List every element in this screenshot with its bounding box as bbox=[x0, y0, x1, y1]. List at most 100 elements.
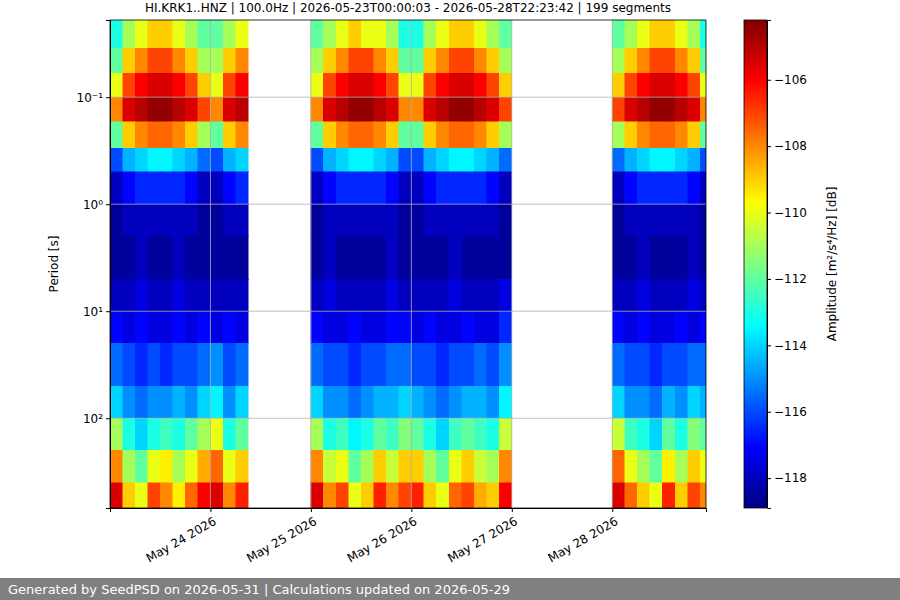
x-tick-mark bbox=[612, 508, 613, 512]
cell bbox=[487, 279, 500, 311]
cell bbox=[323, 483, 336, 508]
cell bbox=[449, 122, 462, 148]
cell bbox=[700, 236, 706, 279]
colorbar-tick-mark bbox=[767, 345, 771, 346]
colorbar-tick-mark bbox=[767, 478, 771, 479]
cell bbox=[323, 97, 336, 122]
cell bbox=[173, 343, 186, 386]
cell bbox=[424, 73, 437, 97]
cell bbox=[148, 148, 161, 172]
cell bbox=[110, 148, 123, 172]
grid-line bbox=[511, 20, 512, 508]
cell bbox=[336, 236, 349, 279]
colorbar-tick-label: −106 bbox=[774, 73, 807, 87]
cell bbox=[236, 73, 249, 97]
cell bbox=[436, 279, 449, 311]
cell bbox=[424, 236, 437, 279]
cell bbox=[386, 73, 399, 97]
cell bbox=[449, 343, 462, 386]
cell bbox=[449, 97, 462, 122]
cell bbox=[688, 122, 701, 148]
cell bbox=[436, 20, 449, 48]
x-tick: May 26 2026 bbox=[345, 508, 420, 565]
cell bbox=[449, 204, 462, 236]
cell bbox=[625, 148, 638, 172]
cell bbox=[662, 122, 675, 148]
cell bbox=[185, 343, 198, 386]
cell bbox=[110, 311, 123, 343]
cell bbox=[110, 386, 123, 418]
colorbar-tick: −110 bbox=[767, 206, 807, 220]
cell bbox=[662, 311, 675, 343]
cell bbox=[135, 386, 148, 418]
cell bbox=[148, 172, 161, 204]
cell bbox=[499, 172, 512, 204]
cell bbox=[462, 483, 475, 508]
cell bbox=[236, 311, 249, 343]
cell bbox=[650, 97, 663, 122]
cell bbox=[148, 73, 161, 97]
cell bbox=[123, 122, 136, 148]
cell bbox=[487, 483, 500, 508]
cell bbox=[236, 418, 249, 450]
cell bbox=[198, 73, 211, 97]
cell bbox=[135, 483, 148, 508]
cell bbox=[399, 418, 412, 450]
cell bbox=[700, 450, 706, 482]
cell bbox=[436, 418, 449, 450]
cell bbox=[135, 20, 148, 48]
cell bbox=[185, 236, 198, 279]
cell bbox=[487, 148, 500, 172]
cell bbox=[625, 311, 638, 343]
cell bbox=[700, 73, 706, 97]
cell bbox=[123, 450, 136, 482]
cell bbox=[462, 122, 475, 148]
cell bbox=[185, 386, 198, 418]
cell bbox=[160, 97, 173, 122]
y-tick-label: 10² bbox=[83, 412, 103, 426]
x-axis: May 24 2026May 25 2026May 26 2026May 27 … bbox=[111, 508, 707, 565]
cell bbox=[700, 148, 706, 172]
cell bbox=[637, 73, 650, 97]
cell bbox=[462, 279, 475, 311]
cell bbox=[662, 279, 675, 311]
cell bbox=[399, 48, 412, 73]
cell bbox=[311, 279, 324, 311]
grid bbox=[110, 20, 706, 508]
cell bbox=[123, 48, 136, 73]
cell bbox=[411, 148, 424, 172]
cell bbox=[449, 20, 462, 48]
cell bbox=[173, 483, 186, 508]
cell bbox=[662, 236, 675, 279]
cell bbox=[110, 204, 123, 236]
cell bbox=[424, 20, 437, 48]
cell bbox=[236, 148, 249, 172]
cell bbox=[487, 122, 500, 148]
cell bbox=[349, 483, 362, 508]
cell bbox=[499, 279, 512, 311]
cell bbox=[424, 450, 437, 482]
cell bbox=[462, 343, 475, 386]
cell bbox=[411, 97, 424, 122]
cell bbox=[349, 148, 362, 172]
cell bbox=[361, 418, 374, 450]
cell bbox=[662, 172, 675, 204]
cell bbox=[386, 386, 399, 418]
x-tick: May 24 2026 bbox=[144, 508, 219, 565]
cell bbox=[135, 279, 148, 311]
grid-line bbox=[210, 20, 211, 508]
cell bbox=[386, 148, 399, 172]
cell bbox=[160, 20, 173, 48]
colorbar-tick-label: −108 bbox=[774, 139, 807, 153]
cell bbox=[361, 73, 374, 97]
cell bbox=[399, 73, 412, 97]
cell bbox=[436, 386, 449, 418]
cell bbox=[160, 73, 173, 97]
cell bbox=[349, 73, 362, 97]
cell bbox=[411, 48, 424, 73]
cell bbox=[449, 418, 462, 450]
cell bbox=[424, 204, 437, 236]
cell bbox=[361, 204, 374, 236]
cell bbox=[311, 386, 324, 418]
cell bbox=[323, 418, 336, 450]
